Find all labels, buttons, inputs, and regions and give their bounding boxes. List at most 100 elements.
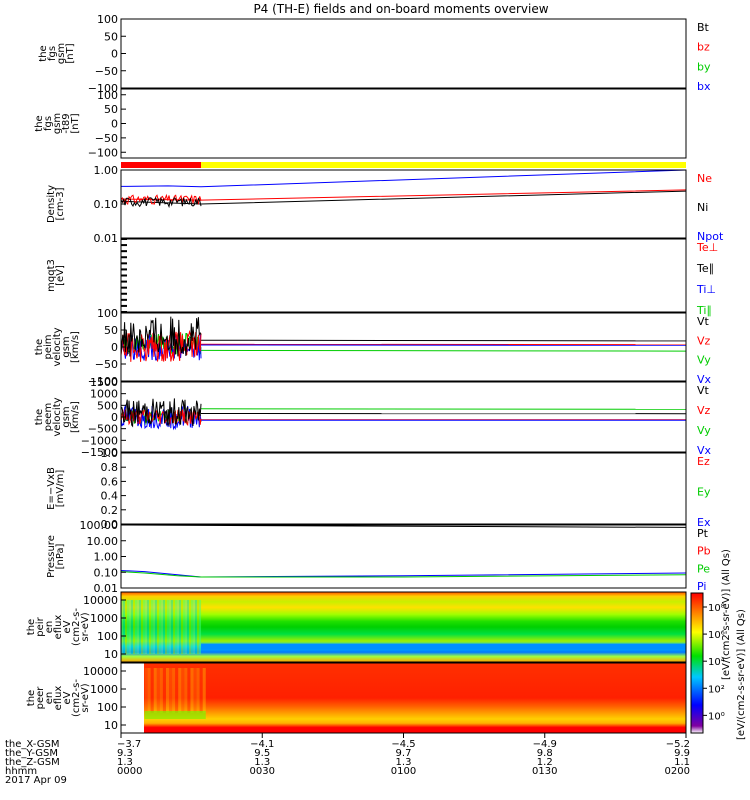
- ion-spectrogram-column: [193, 600, 196, 654]
- x-tick-label: 0000: [117, 766, 142, 777]
- y-tick-label: 10000: [83, 594, 118, 607]
- legend-item: Pi: [697, 580, 706, 593]
- legends: BtbzbybxNeNiNpotTe⊥Te∥Ti⊥Ti∥VtVzVyVxVtVz…: [696, 21, 724, 593]
- y-tick-label: 0.10: [94, 198, 119, 211]
- y-tick-label: 10000: [83, 665, 118, 678]
- y-axis-label: (cm2-s-: [71, 608, 82, 646]
- colorbar-tick-label: 10⁶: [708, 630, 725, 641]
- y-tick-label: 0.2: [101, 504, 119, 517]
- x-row-label: hhmm: [5, 766, 37, 777]
- y-tick-label: 1000: [90, 388, 118, 401]
- y-axis-label: the: [38, 45, 49, 61]
- y-tick-label: 1000: [90, 683, 118, 696]
- ion-spectrogram-column: [127, 600, 130, 654]
- electron-spectrogram-column: [150, 668, 154, 713]
- x-tick-label: 9.9: [674, 748, 690, 759]
- y-tick-label: −50: [95, 132, 118, 145]
- panel-frame: [120, 88, 687, 159]
- legend-item: by: [697, 60, 711, 73]
- y-tick-label: 0.8: [101, 461, 119, 474]
- ion-spectrogram-column: [177, 600, 180, 654]
- y-axis-label: gsm: [56, 43, 67, 64]
- electron-spectrogram-column: [144, 668, 148, 713]
- series-line: [200, 339, 687, 342]
- ion-spectrogram-column: [157, 600, 160, 654]
- y-tick-label: 500: [97, 399, 118, 412]
- y-tick-label: 100: [97, 13, 118, 26]
- y-tick-label: 0.01: [94, 582, 119, 595]
- colorbar-tick-label: 10⁴: [708, 657, 725, 668]
- electron-spectrogram-column: [181, 668, 185, 713]
- x-row-label: the_X-GSM: [5, 739, 59, 750]
- legend-item: Bt: [697, 21, 710, 34]
- ion-spectrogram-column: [145, 600, 148, 654]
- ion-spectrogram-column: [147, 600, 150, 654]
- y-axis-label: Pressure: [46, 535, 57, 578]
- electron-spectrogram-column: [199, 668, 203, 713]
- series-line: [120, 196, 202, 209]
- panel-frame: [120, 312, 687, 382]
- y-axis-label: fgs: [47, 46, 58, 61]
- ion-spectrogram-column: [151, 600, 154, 654]
- legend-item: Te⊥: [696, 241, 718, 254]
- legend-item: bz: [697, 41, 710, 54]
- x-tick-label: 0130: [532, 766, 557, 777]
- legend-item: Ti∥: [696, 304, 712, 317]
- y-axis-label: velocity: [52, 397, 63, 436]
- y-tick-label: 0: [111, 118, 118, 131]
- y-axis-label: E=−VxB: [46, 467, 57, 510]
- ion-spectrogram-column: [197, 600, 200, 654]
- ion-spectrogram-column: [137, 600, 140, 654]
- y-tick-label: 0.10: [94, 566, 119, 579]
- y-axis-label: gsm: [61, 336, 72, 357]
- y-axis-label: mqqt3: [46, 259, 57, 292]
- y-tick-label: 10.00: [87, 535, 119, 548]
- legend-item: Vx: [697, 373, 712, 386]
- y-tick-label: 100.00: [80, 519, 119, 532]
- y-axis-label: [cm-3]: [55, 187, 66, 220]
- y-tick-label: −50: [95, 358, 118, 371]
- electron-spectrogram-column: [147, 668, 151, 713]
- y-axis-label: peer: [35, 686, 46, 710]
- y-tick-label: 100: [97, 307, 118, 320]
- panels: [120, 18, 687, 734]
- electron-spectrogram-column: [187, 668, 191, 713]
- legend-item: Ni: [697, 201, 708, 214]
- electron-data-gap: [121, 663, 144, 733]
- ion-spectrogram: [121, 592, 686, 662]
- y-tick-label: 50: [104, 103, 118, 116]
- y-axis-label: eV: [62, 691, 73, 704]
- y-tick-label: −500: [88, 423, 118, 436]
- electron-spectrogram-column: [165, 668, 170, 713]
- ion-spectrogram-column: [163, 600, 166, 654]
- legend-item: Pe: [697, 562, 710, 575]
- y-axis-label: fgs: [43, 116, 54, 131]
- colorbar-tick-label: 10²: [708, 684, 725, 695]
- ion-spectrogram-column: [123, 600, 126, 654]
- y-axis-label: peem: [43, 403, 54, 431]
- ion-spectrogram-column: [155, 600, 158, 654]
- ion-spectrogram-column: [161, 600, 164, 654]
- colorbar-overlay-label: [eV/(cm2-s-sr-eV)] (All Qs): [721, 549, 732, 680]
- y-axis-label: sr-eV): [80, 683, 91, 712]
- ion-spectrogram-column: [173, 600, 176, 654]
- ion-spectrogram-column: [195, 600, 198, 654]
- ion-spectrogram-column: [165, 600, 168, 654]
- mode-bar-segment: [201, 162, 686, 168]
- x-axis-annotation: the_X-GSM −3.7 −4.1 −4.5 −4.9 −5.2 the_Y-GSM 9.…: [5, 733, 690, 777]
- electron-spectrogram-column: [153, 668, 157, 713]
- date-label: 2017 Apr 09: [5, 775, 67, 786]
- electron-spectrogram-column: [169, 668, 173, 713]
- ion-spectrogram-column: [191, 600, 194, 654]
- legend-item: Npot: [697, 230, 724, 243]
- y-axis-label: peir: [35, 616, 46, 636]
- ion-spectrogram-column: [139, 600, 142, 654]
- ion-spectrogram-column: [169, 600, 172, 654]
- y-tick-label: −100: [88, 82, 118, 95]
- colorbar-label: [eV/(cm2-s-sr-eV)] (All Qs): [736, 609, 747, 740]
- ion-spectrogram-column: [183, 600, 186, 654]
- y-tick-label: 100: [97, 701, 118, 714]
- y-tick-label: 50: [104, 324, 118, 337]
- x-tick-label: −5.2: [666, 739, 690, 750]
